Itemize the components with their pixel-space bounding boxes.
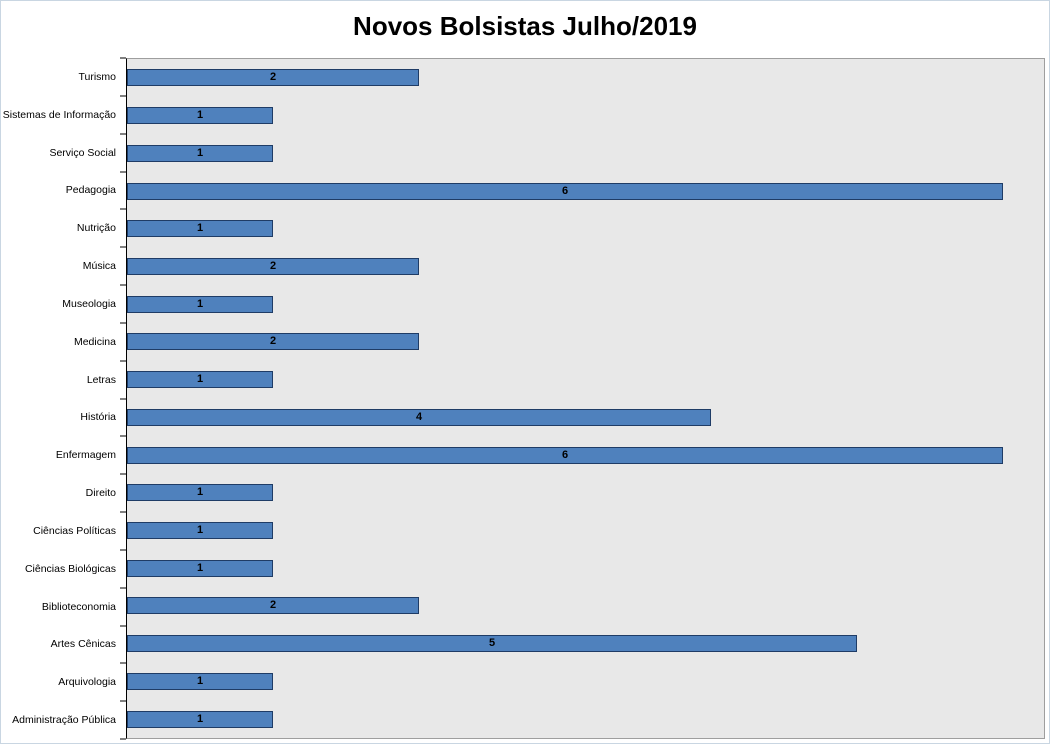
axis-tick [120,662,126,664]
axis-tick [120,95,126,97]
axis-tick [120,322,126,324]
bar-value-label: 1 [196,297,204,310]
category-label: Medicina [73,335,116,348]
category-label: Direito [85,487,116,500]
bar-row: 5 [127,625,1044,663]
bar-row: 6 [127,172,1044,210]
category-label: Biblioteconomia [41,600,116,613]
bar: 1 [127,144,274,162]
bar: 1 [127,107,274,125]
bar-value-label: 1 [196,523,204,536]
category-label: Administração Pública [12,713,116,726]
bar: 1 [127,672,274,690]
bar: 1 [127,371,274,389]
bar-row: 1 [127,549,1044,587]
category-label: Música [82,260,116,273]
axis-tick [120,473,126,475]
bar-row: 1 [127,361,1044,399]
axis-ticks [120,57,126,740]
category-label: Museologia [62,297,116,310]
axis-tick [120,700,126,702]
bar-row: 4 [127,398,1044,436]
category-label: Arquivologia [58,676,116,689]
bar-row: 1 [127,97,1044,135]
axis-tick [120,246,126,248]
category-label: Serviço Social [49,146,116,159]
bar-value-label: 1 [196,486,204,499]
bar-value-label: 4 [415,410,423,423]
bar: 6 [127,446,1004,464]
bar: 2 [127,333,420,351]
bar: 1 [127,220,274,238]
axis-tick [120,738,126,740]
bar-row: 2 [127,248,1044,286]
category-label: Artes Cênicas [50,638,116,651]
category-label: Pedagogia [65,184,116,197]
axis-tick [120,625,126,626]
bar-row: 1 [127,663,1044,701]
bar: 2 [127,597,420,615]
bar-value-label: 2 [269,335,277,348]
bar: 5 [127,635,858,653]
bar-row: 2 [127,59,1044,97]
category-label: Enfermagem [55,449,116,462]
bar: 2 [127,257,420,275]
axis-tick [120,360,126,362]
axis-tick [120,398,126,399]
bar-row: 1 [127,210,1044,248]
bar-row: 6 [127,436,1044,474]
bar: 1 [127,710,274,728]
category-label: Turismo [78,70,116,83]
bar-value-label: 1 [196,222,204,235]
bar: 2 [127,69,420,87]
axis-tick [120,208,126,210]
bar: 4 [127,408,712,426]
bar-value-label: 2 [269,259,277,272]
category-label: História [80,411,116,424]
axis-tick [120,57,126,59]
axis-tick [120,435,126,437]
category-label: Ciências Políticas [33,524,116,537]
axis-tick [120,171,126,172]
axis-tick [120,284,126,286]
bar-value-label: 6 [561,184,569,197]
category-label: Nutrição [76,222,116,235]
bar-value-label: 6 [561,448,569,461]
bar: 1 [127,521,274,539]
bar-row: 1 [127,285,1044,323]
bar-value-label: 1 [196,674,204,687]
bar: 1 [127,559,274,577]
axis-tick [120,133,126,135]
bar-value-label: 2 [269,599,277,612]
category-label: Sistemas de Informação [2,108,116,121]
bar-value-label: 1 [196,109,204,122]
bar-value-label: 1 [196,373,204,386]
bar-row: 1 [127,700,1044,738]
bar-value-label: 1 [196,712,204,725]
bar-row: 2 [127,323,1044,361]
bar: 1 [127,484,274,502]
bar: 6 [127,182,1004,200]
bar-row: 1 [127,512,1044,550]
category-axis: Turismo Sistemas de Informação Serviço Soc… [1,58,126,739]
chart-title: Novos Bolsistas Julho/2019 [353,11,697,41]
bar-value-label: 1 [196,146,204,159]
axis-tick [120,511,126,513]
axis-tick [120,587,126,589]
axis-tick [120,549,126,551]
category-label: Ciências Biológicas [24,562,116,575]
bar-row: 1 [127,474,1044,512]
category-label: Letras [86,373,116,386]
bar: 1 [127,295,274,313]
bar-row: 1 [127,134,1044,172]
bar-value-label: 1 [196,561,204,574]
bar-row: 2 [127,587,1044,625]
bar-value-label: 5 [488,637,496,650]
bar-value-label: 2 [269,71,277,84]
